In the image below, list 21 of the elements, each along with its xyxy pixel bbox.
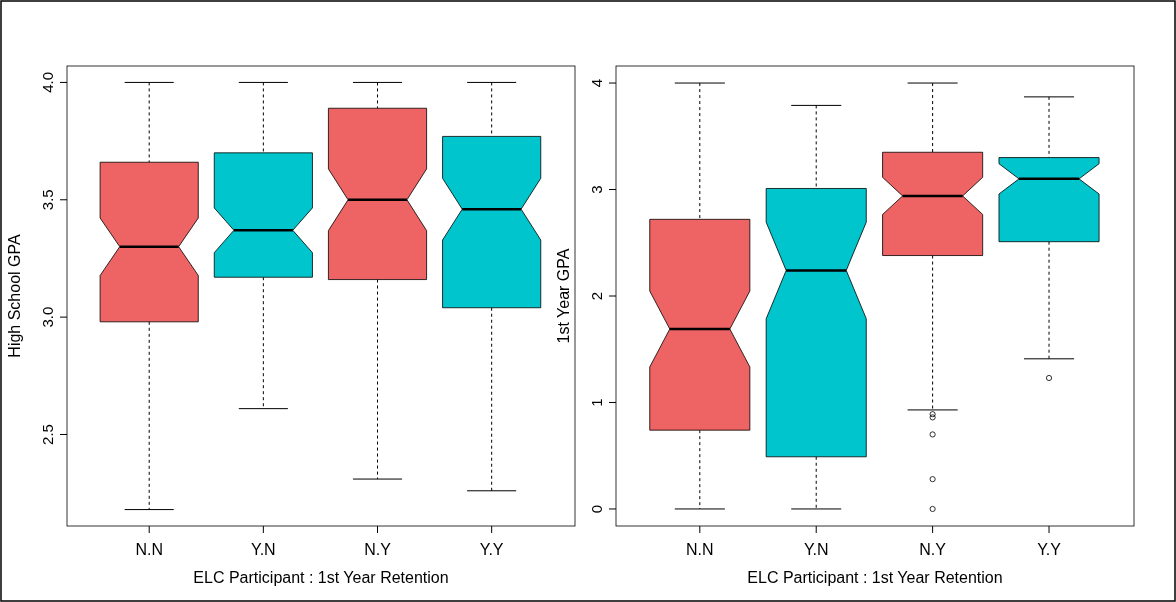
y-tick-label: 0: [588, 504, 605, 514]
y-axis-title: High School GPA: [6, 234, 23, 358]
x-tick-label: N.N: [135, 541, 163, 558]
x-tick-label: Y.Y: [479, 541, 504, 558]
y-tick-label: 2.5: [39, 424, 56, 445]
y-tick-label: 4: [588, 78, 605, 88]
x-tick-label: N.Y: [364, 541, 392, 558]
x-tick-label: Y.N: [251, 541, 276, 558]
x-tick-label: N.Y: [919, 541, 947, 558]
y-axis-title: 1st Year GPA: [555, 248, 572, 344]
y-tick-label: 2: [588, 291, 605, 301]
y-tick-label: 3.5: [39, 189, 56, 211]
x-tick-label: Y.Y: [1037, 541, 1062, 558]
x-tick-label: Y.N: [803, 541, 829, 558]
x-axis-title: ELC Participant : 1st Year Retention: [193, 569, 449, 586]
y-tick-label: 1: [588, 398, 605, 407]
y-tick-label: 3: [588, 185, 605, 194]
y-tick-label: 4.0: [39, 72, 56, 93]
y-tick-label: 3.0: [39, 306, 56, 328]
x-tick-label: N.N: [686, 541, 714, 558]
x-axis-title: ELC Participant : 1st Year Retention: [747, 569, 1003, 586]
